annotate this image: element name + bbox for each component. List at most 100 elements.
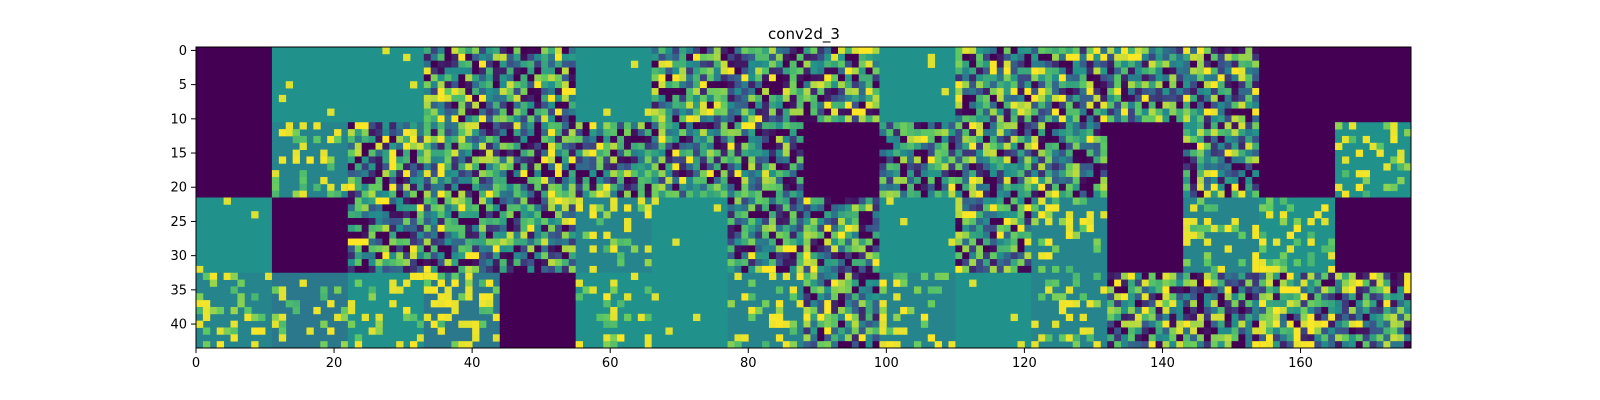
heatmap-cell	[755, 306, 763, 315]
heatmap-cell	[568, 211, 577, 219]
heatmap-cell	[1231, 108, 1239, 116]
heatmap-cell	[1196, 108, 1205, 116]
heatmap-cell	[831, 101, 839, 109]
heatmap-cell	[1065, 265, 1074, 274]
heatmap-cell	[844, 218, 853, 226]
heatmap-cell	[479, 142, 487, 151]
heatmap-cell	[548, 149, 556, 157]
heatmap-cell	[1259, 300, 1267, 308]
heatmap-cell	[838, 218, 846, 226]
heatmap-cell	[513, 163, 521, 171]
heatmap-cell	[1190, 313, 1198, 322]
heatmap-cell	[1210, 190, 1219, 198]
heatmap-cell	[389, 204, 397, 212]
heatmap-cell	[741, 183, 749, 192]
heatmap-cell	[796, 245, 804, 253]
heatmap-cell	[755, 170, 763, 178]
heatmap-cell	[1162, 300, 1170, 308]
heatmap-cell	[1155, 293, 1163, 301]
heatmap-cell	[796, 238, 804, 246]
heatmap-cell	[624, 224, 632, 233]
heatmap-cell	[596, 190, 604, 198]
heatmap-cell	[831, 231, 839, 239]
heatmap-cell	[1086, 122, 1094, 130]
heatmap-cell	[1058, 218, 1067, 226]
heatmap-cell	[665, 156, 673, 164]
heatmap-cell	[1190, 60, 1198, 68]
heatmap-cell	[1121, 300, 1129, 308]
feature-map-tile	[1107, 197, 1184, 274]
heatmap-cell	[548, 135, 556, 144]
heatmap-cell	[1183, 300, 1191, 308]
heatmap-cell	[1210, 135, 1219, 144]
heatmap-cell	[1052, 265, 1060, 274]
heatmap-cell	[1217, 115, 1226, 123]
heatmap-cell	[693, 81, 701, 89]
heatmap-cell	[741, 197, 749, 205]
heatmap-cell	[824, 197, 832, 205]
heatmap-cell	[1176, 293, 1184, 301]
heatmap-cell	[1162, 306, 1170, 315]
heatmap-cell	[810, 320, 818, 328]
heatmap-cell	[1086, 129, 1094, 137]
tile-background	[575, 47, 653, 123]
heatmap-cell	[1252, 224, 1260, 233]
heatmap-cell	[1107, 94, 1115, 103]
heatmap-cell	[1176, 327, 1184, 335]
chart-title: conv2d_3	[768, 25, 840, 44]
heatmap-cell	[741, 94, 749, 103]
heatmap-cell	[485, 238, 494, 246]
heatmap-cell	[844, 306, 853, 315]
heatmap-cell	[1390, 129, 1398, 137]
heatmap-cell	[1321, 327, 1329, 335]
heatmap-cell	[1017, 101, 1025, 109]
heatmap-cell	[520, 129, 528, 137]
heatmap-cell	[748, 176, 756, 185]
heatmap-cell	[1065, 156, 1074, 164]
heatmap-cell	[713, 67, 722, 75]
heatmap-cell	[838, 279, 846, 287]
heatmap-cell	[513, 122, 521, 130]
heatmap-cell	[554, 149, 563, 157]
heatmap-cell	[969, 245, 977, 253]
heatmap-cell	[548, 115, 556, 123]
heatmap-cell	[1072, 279, 1081, 287]
heatmap-cell	[1003, 245, 1012, 253]
heatmap-cell	[1010, 170, 1018, 178]
heatmap-cell	[858, 320, 867, 328]
heatmap-cell	[734, 94, 742, 103]
heatmap-cell	[1245, 272, 1253, 280]
heatmap-cell	[755, 252, 763, 260]
heatmap-cell	[1148, 320, 1156, 328]
heatmap-cell	[1272, 320, 1281, 328]
heatmap-cell	[796, 108, 804, 116]
feature-map-tile	[423, 122, 501, 198]
heatmap-cell	[1259, 313, 1267, 322]
heatmap-cell	[962, 176, 970, 185]
heatmap-cell	[817, 272, 825, 280]
heatmap-cell	[1024, 238, 1032, 246]
heatmap-cell	[796, 122, 804, 130]
heatmap-cell	[748, 245, 756, 253]
heatmap-cell	[872, 334, 880, 342]
heatmap-cell	[403, 197, 411, 205]
heatmap-cell	[527, 252, 535, 260]
heatmap-cell	[686, 81, 694, 89]
heatmap-cell	[541, 101, 549, 109]
heatmap-cell	[989, 259, 998, 267]
heatmap-cell	[672, 81, 680, 89]
heatmap-cell	[1141, 327, 1150, 335]
heatmap-cell	[1017, 218, 1025, 226]
heatmap-cell	[1141, 334, 1150, 342]
heatmap-cell	[1307, 300, 1315, 308]
heatmap-cell	[1190, 320, 1198, 328]
heatmap-cell	[886, 183, 894, 192]
heatmap-cell	[969, 170, 977, 178]
heatmap-cell	[893, 183, 901, 192]
heatmap-cell	[278, 286, 287, 294]
heatmap-cell	[838, 259, 846, 267]
heatmap-cell	[1031, 81, 1039, 89]
heatmap-cell	[292, 135, 300, 144]
heatmap-cell	[1190, 94, 1198, 103]
heatmap-cell	[1052, 197, 1060, 205]
